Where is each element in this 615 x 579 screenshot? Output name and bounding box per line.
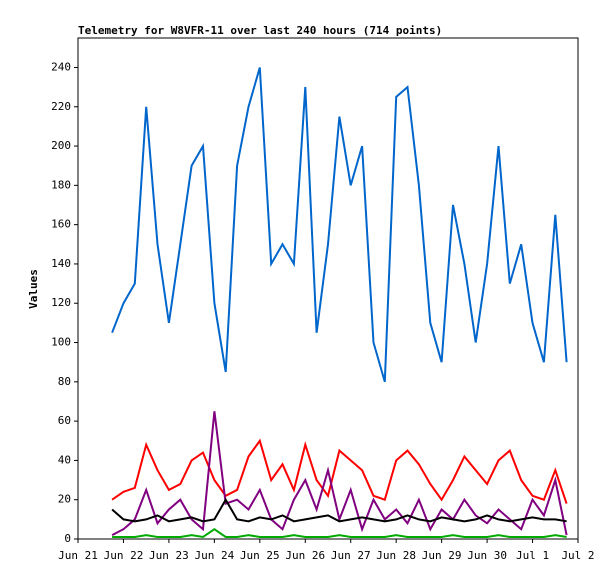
series-line (111, 67, 568, 383)
y-tick-label: 240 (51, 60, 71, 73)
x-tick-label: Jun 26 (285, 549, 325, 562)
y-axis-label: Values (27, 269, 40, 309)
y-tick-label: 120 (51, 296, 71, 309)
y-tick-label: 0 (64, 532, 71, 545)
y-tick-label: 160 (51, 218, 71, 231)
series-line (111, 411, 568, 536)
series-line (111, 438, 568, 504)
plot-frame (77, 37, 579, 540)
x-tick-label: Jul 2 (561, 549, 594, 562)
x-tick-label: Jun 23 (149, 549, 189, 562)
x-tick-label: Jun 29 (422, 549, 462, 562)
y-tick-label: 140 (51, 257, 71, 270)
x-tick-label: Jun 21 (58, 549, 98, 562)
y-tick-label: 220 (51, 100, 71, 113)
x-tick-label: Jun 22 (104, 549, 144, 562)
x-tick-label: Jun 30 (467, 549, 507, 562)
series-line (111, 497, 567, 523)
chart-title: Telemetry for W8VFR-11 over last 240 hou… (78, 24, 442, 37)
x-tick-label: Jun 24 (194, 549, 234, 562)
x-tick-label: Jul 1 (516, 549, 549, 562)
x-tick-label: Jun 25 (240, 549, 280, 562)
x-tick-label: Jun 27 (331, 549, 371, 562)
y-tick-label: 40 (58, 453, 71, 466)
series-line (112, 527, 567, 539)
y-tick-label: 180 (51, 178, 71, 191)
y-tick-label: 200 (51, 139, 71, 152)
y-tick-label: 60 (58, 414, 71, 427)
y-tick-label: 100 (51, 336, 71, 349)
x-tick-label: Jun 28 (376, 549, 416, 562)
y-tick-label: 20 (58, 493, 71, 506)
y-tick-label: 80 (58, 375, 71, 388)
